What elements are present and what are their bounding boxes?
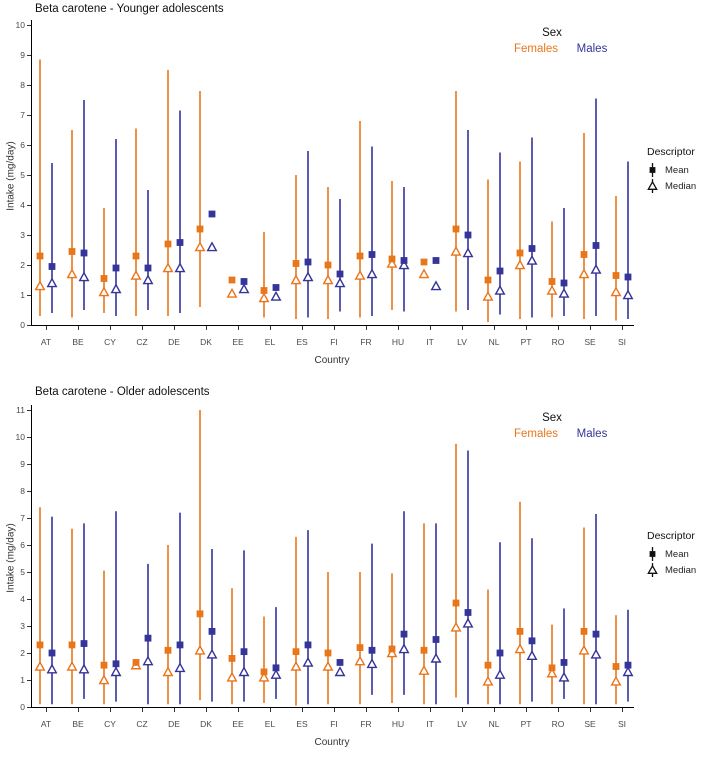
svg-text:DK: DK: [200, 719, 212, 729]
descriptor-legend-title: Descriptor: [647, 146, 695, 158]
svg-text:9: 9: [20, 459, 25, 469]
sex-legend-females: Females: [513, 428, 559, 440]
chart-younger-adolescents: Beta carotene - Younger adolescents 0 1 2 3…: [5, 3, 709, 366]
plot-area-younger: 0 1 2 3 4 5 6 7 8 9 10 AT BE CY CZ DE DK EE EL ES FI FR HU IT LV…: [16, 20, 634, 347]
svg-text:NL: NL: [489, 719, 500, 729]
svg-text:CZ: CZ: [136, 337, 147, 347]
svg-text:5: 5: [20, 567, 25, 577]
svg-text:BE: BE: [72, 337, 84, 347]
mean-pointrange-icon: [649, 163, 656, 177]
descriptor-mean-label: Mean: [665, 164, 689, 176]
svg-text:EL: EL: [265, 337, 276, 347]
sex-legend-males: Males: [576, 428, 608, 440]
svg-text:10: 10: [16, 20, 26, 30]
svg-text:3: 3: [20, 230, 25, 240]
descriptor-legend-median-row: Median: [646, 562, 709, 578]
svg-text:6: 6: [20, 540, 25, 550]
descriptor-legend-mean-row: Mean: [646, 162, 709, 178]
median-pointrange-icon: [647, 563, 658, 577]
svg-text:SI: SI: [618, 719, 626, 729]
svg-text:5: 5: [20, 170, 25, 180]
svg-text:1: 1: [20, 675, 25, 685]
svg-text:10: 10: [16, 432, 26, 442]
plot-area-older: 0 1 2 3 4 5 6 7 8 9 10 11 AT BE CY CZ DE DK EE EL ES FI FR HU IT…: [16, 405, 634, 729]
sex-legend-males: Males: [576, 43, 608, 55]
x-axis-title: Country: [314, 355, 350, 366]
svg-text:RO: RO: [552, 337, 565, 347]
mean-pointrange-icon: [649, 547, 656, 561]
svg-text:1: 1: [20, 290, 25, 300]
svg-text:2: 2: [20, 260, 25, 270]
svg-text:4: 4: [20, 200, 25, 210]
svg-text:8: 8: [20, 80, 25, 90]
svg-text:FI: FI: [330, 337, 338, 347]
svg-text:PT: PT: [521, 337, 532, 347]
descriptor-legend: Descriptor Mean Median: [646, 530, 709, 578]
svg-text:7: 7: [20, 513, 25, 523]
sex-legend-title: Sex: [542, 412, 562, 424]
svg-text:CZ: CZ: [136, 719, 147, 729]
svg-text:AT: AT: [41, 337, 51, 347]
descriptor-legend-median-row: Median: [646, 178, 709, 194]
x-axis-title: Country: [314, 737, 350, 748]
svg-text:2: 2: [20, 648, 25, 658]
svg-text:LV: LV: [457, 719, 467, 729]
descriptor-legend-mean-row: Mean: [646, 546, 709, 562]
median-pointrange-icon: [647, 179, 658, 193]
descriptor-legend: Descriptor Mean Median: [646, 146, 709, 194]
descriptor-legend-title: Descriptor: [647, 530, 695, 542]
svg-text:IT: IT: [426, 719, 434, 729]
svg-text:IT: IT: [426, 337, 434, 347]
chart-older-adolescents: Beta carotene - Older adolescents 0 1 2 3 4 5…: [0, 380, 709, 760]
svg-text:CY: CY: [104, 337, 116, 347]
svg-text:11: 11: [16, 405, 25, 415]
svg-text:FR: FR: [360, 337, 371, 347]
svg-text:DK: DK: [200, 337, 212, 347]
svg-text:SI: SI: [618, 337, 626, 347]
svg-text:0: 0: [20, 320, 25, 330]
svg-text:7: 7: [20, 110, 25, 120]
y-axis-title: Intake (mg/day): [5, 523, 17, 593]
svg-text:FR: FR: [360, 719, 371, 729]
svg-text:DE: DE: [168, 719, 180, 729]
svg-text:8: 8: [20, 486, 25, 496]
svg-text:HU: HU: [392, 719, 404, 729]
descriptor-median-label: Median: [665, 564, 697, 576]
svg-text:ES: ES: [296, 337, 308, 347]
svg-text:ES: ES: [296, 719, 308, 729]
chart-title: Beta carotene - Younger adolescents: [35, 3, 224, 15]
svg-text:0: 0: [20, 702, 25, 712]
svg-text:6: 6: [20, 140, 25, 150]
svg-text:PT: PT: [521, 719, 532, 729]
svg-text:NL: NL: [489, 337, 500, 347]
svg-text:DE: DE: [168, 337, 180, 347]
svg-text:SE: SE: [584, 719, 596, 729]
sex-legend-females: Females: [513, 43, 559, 55]
descriptor-mean-label: Mean: [665, 548, 689, 560]
svg-text:9: 9: [20, 50, 25, 60]
svg-text:EL: EL: [265, 719, 276, 729]
svg-text:LV: LV: [457, 337, 467, 347]
svg-text:4: 4: [20, 594, 25, 604]
svg-text:FI: FI: [330, 719, 338, 729]
svg-text:SE: SE: [584, 337, 596, 347]
svg-text:HU: HU: [392, 337, 404, 347]
descriptor-median-label: Median: [665, 180, 697, 192]
chart-title: Beta carotene - Older adolescents: [35, 386, 210, 398]
svg-text:3: 3: [20, 621, 25, 631]
y-axis-title: Intake (mg/day): [5, 141, 17, 211]
svg-text:EE: EE: [232, 337, 244, 347]
sex-legend-title: Sex: [542, 27, 562, 39]
svg-text:EE: EE: [232, 719, 244, 729]
svg-text:BE: BE: [72, 719, 84, 729]
svg-text:AT: AT: [41, 719, 51, 729]
svg-text:RO: RO: [552, 719, 565, 729]
svg-text:CY: CY: [104, 719, 116, 729]
